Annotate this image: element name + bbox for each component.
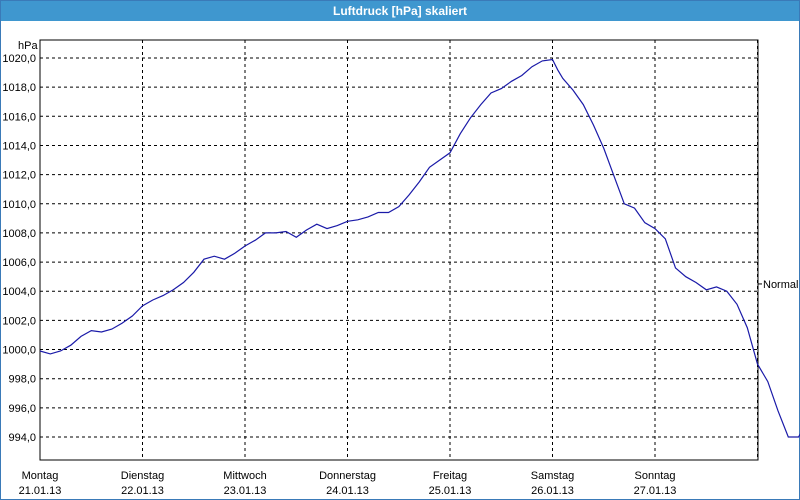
x-tick-day: Samstag (531, 470, 574, 482)
y-tick-label: 1008,0 (2, 228, 36, 240)
x-tick-day: Montag (22, 470, 59, 482)
y-tick-label: 1014,0 (2, 140, 36, 152)
y-tick-label: 1016,0 (2, 111, 36, 123)
y-axis-unit-label: hPa (18, 40, 38, 52)
x-tick-date: 21.01.13 (19, 485, 62, 497)
pressure-line (39, 58, 800, 438)
x-tick-day: Donnerstag (319, 470, 376, 482)
x-tick-date: 26.01.13 (531, 485, 574, 497)
x-tick-day: Mittwoch (223, 470, 266, 482)
y-tick-label: 1002,0 (2, 315, 36, 327)
y-tick-label: 1012,0 (2, 170, 36, 182)
y-tick-label: 994,0 (8, 432, 36, 444)
y-tick-label: 998,0 (8, 374, 36, 386)
normal-reference: Normal (758, 279, 798, 291)
x-tick-date: 23.01.13 (224, 485, 267, 497)
y-tick-labels: 1020,0 1018,0 1016,0 1014,0 1012,0 1010,0 1008… (2, 53, 36, 444)
y-tick-label: 996,0 (8, 403, 36, 415)
y-tick-label: 1004,0 (2, 286, 36, 298)
chart-title: Luftdruck [hPa] skaliert (1, 1, 799, 21)
x-tick-labels: Montag 21.01.13 Dienstag 22.01.13 Mittwoch 23… (19, 470, 677, 497)
normal-label: Normal (763, 279, 798, 291)
plot-area-border (39, 39, 759, 461)
y-tick-label: 1006,0 (2, 257, 36, 269)
x-tick-date: 25.01.13 (429, 485, 472, 497)
grid-lines (40, 40, 758, 460)
x-tick-date: 27.01.13 (634, 485, 677, 497)
y-tick-label: 1020,0 (2, 53, 36, 65)
x-tick-day: Freitag (433, 470, 467, 482)
x-tick-date: 22.01.13 (121, 485, 164, 497)
x-tick-day: Sonntag (635, 470, 676, 482)
x-tick-date: 24.01.13 (326, 485, 369, 497)
y-tick-label: 1000,0 (2, 345, 36, 357)
x-tick-day: Dienstag (121, 470, 164, 482)
y-tick-label: 1010,0 (2, 199, 36, 211)
y-tick-label: 1018,0 (2, 82, 36, 94)
